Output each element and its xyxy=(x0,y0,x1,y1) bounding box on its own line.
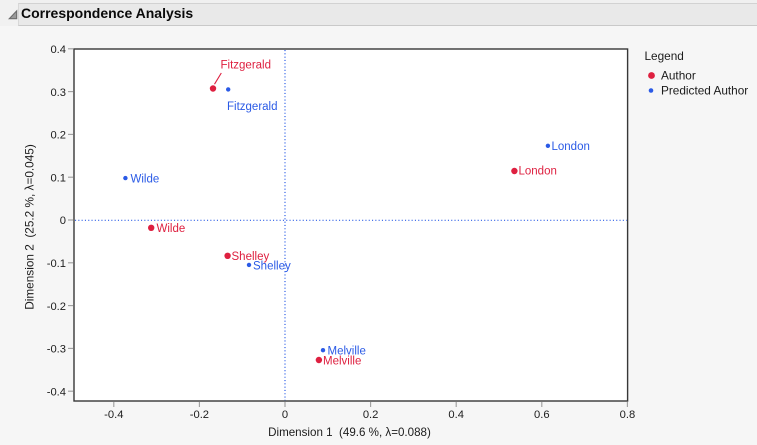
svg-text:Shelley: Shelley xyxy=(253,260,291,272)
svg-text:-0.2: -0.2 xyxy=(47,301,66,313)
svg-text:Melville: Melville xyxy=(323,356,361,368)
svg-text:0.2: 0.2 xyxy=(363,409,379,421)
svg-text:Author: Author xyxy=(661,69,696,83)
svg-text:Melville: Melville xyxy=(328,346,366,358)
svg-text:0: 0 xyxy=(282,409,288,421)
svg-text:Fitzgerald: Fitzgerald xyxy=(221,60,272,72)
svg-text:0: 0 xyxy=(60,215,66,227)
svg-text:Fitzgerald: Fitzgerald xyxy=(227,101,278,113)
svg-text:-0.4: -0.4 xyxy=(104,409,123,421)
svg-text:0.1: 0.1 xyxy=(50,172,66,184)
svg-text:London: London xyxy=(552,141,590,153)
svg-text:Wilde: Wilde xyxy=(131,173,160,185)
svg-text:0.8: 0.8 xyxy=(620,409,636,421)
svg-text:Shelley: Shelley xyxy=(232,251,270,263)
svg-text:0.3: 0.3 xyxy=(50,87,66,99)
svg-text:0.4: 0.4 xyxy=(50,44,66,56)
svg-text:-0.1: -0.1 xyxy=(47,258,66,270)
svg-text:London: London xyxy=(519,166,557,178)
svg-text:0.6: 0.6 xyxy=(534,409,550,421)
svg-text:Legend: Legend xyxy=(645,49,684,63)
svg-text:Wilde: Wilde xyxy=(157,223,186,235)
svg-text:0.4: 0.4 xyxy=(448,409,464,421)
svg-text:Dimension 1 (49.6 %, λ=0.088): Dimension 1 (49.6 %, λ=0.088) xyxy=(268,426,431,439)
svg-text:-0.4: -0.4 xyxy=(47,386,66,398)
svg-text:0.2: 0.2 xyxy=(50,130,66,142)
svg-text:-0.2: -0.2 xyxy=(190,409,209,421)
svg-text:Predicted Author: Predicted Author xyxy=(661,84,748,98)
svg-text:-0.3: -0.3 xyxy=(47,344,66,356)
svg-text:Dimension 2 (25.2 %, λ=0.045): Dimension 2 (25.2 %, λ=0.045) xyxy=(23,144,37,310)
